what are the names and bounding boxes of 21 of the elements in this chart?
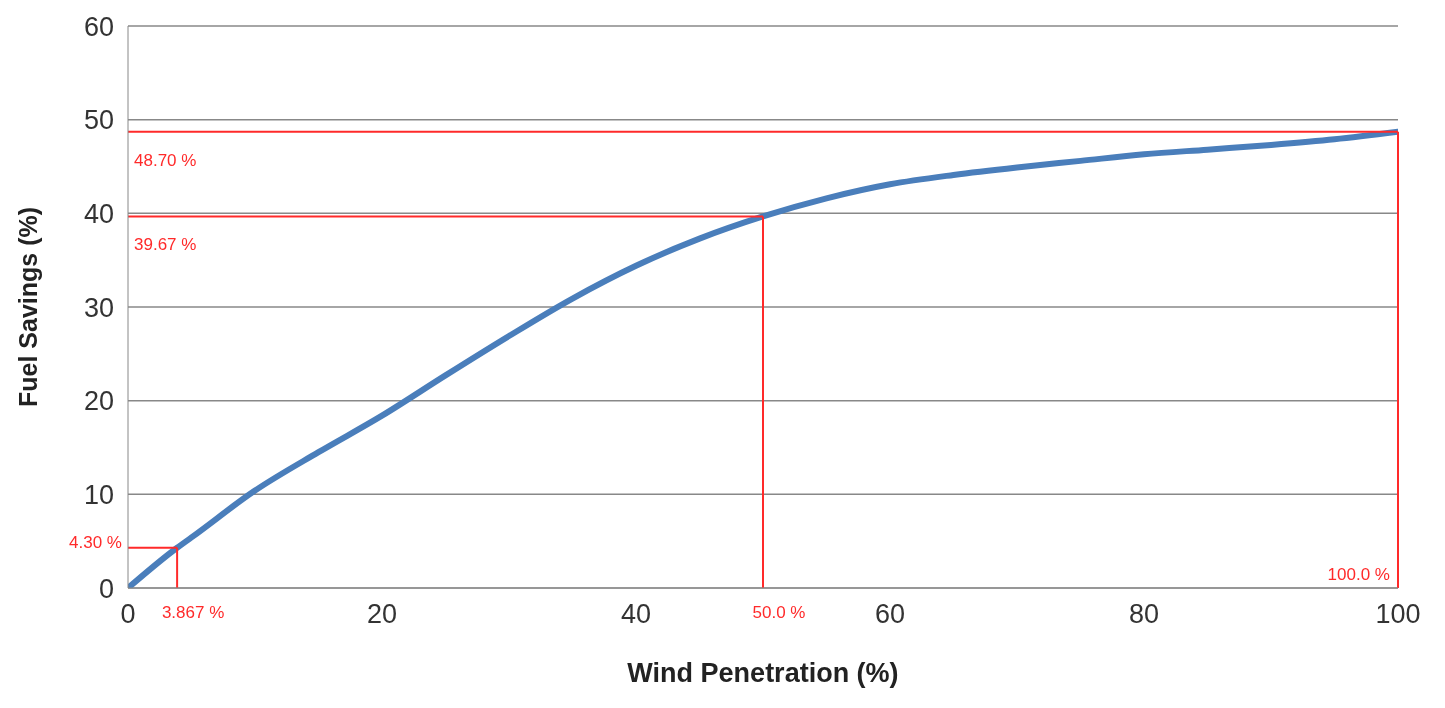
y-tick-label: 50 xyxy=(83,105,114,136)
ref-line-label: 50.0 % xyxy=(752,603,806,623)
y-tick-label: 40 xyxy=(83,198,114,229)
x-axis-title: Wind Penetration (%) xyxy=(627,658,899,688)
y-tick-label: 30 xyxy=(83,292,114,323)
x-tick-label: 40 xyxy=(620,599,652,630)
ref-line-label: 48.70 % xyxy=(134,150,197,170)
y-tick-label: 0 xyxy=(98,573,114,604)
ref-line-label: 39.67 % xyxy=(134,235,197,255)
x-tick-label: 100 xyxy=(1375,599,1421,630)
x-tick-label: 20 xyxy=(366,599,398,630)
y-tick-label: 10 xyxy=(83,479,114,510)
y-axis-title: Fuel Savings (%) xyxy=(13,206,42,408)
x-tick-label: 80 xyxy=(1128,599,1160,630)
ref-line-label: 4.30 % xyxy=(69,532,122,552)
ref-line-label: 100.0 % xyxy=(1327,565,1390,584)
ref-line-label: 3.867 % xyxy=(161,603,225,623)
y-tick-label: 20 xyxy=(83,386,114,417)
y-tick-label: 60 xyxy=(83,11,114,42)
x-tick-label: 60 xyxy=(874,599,906,630)
x-tick-label: 0 xyxy=(120,599,136,630)
